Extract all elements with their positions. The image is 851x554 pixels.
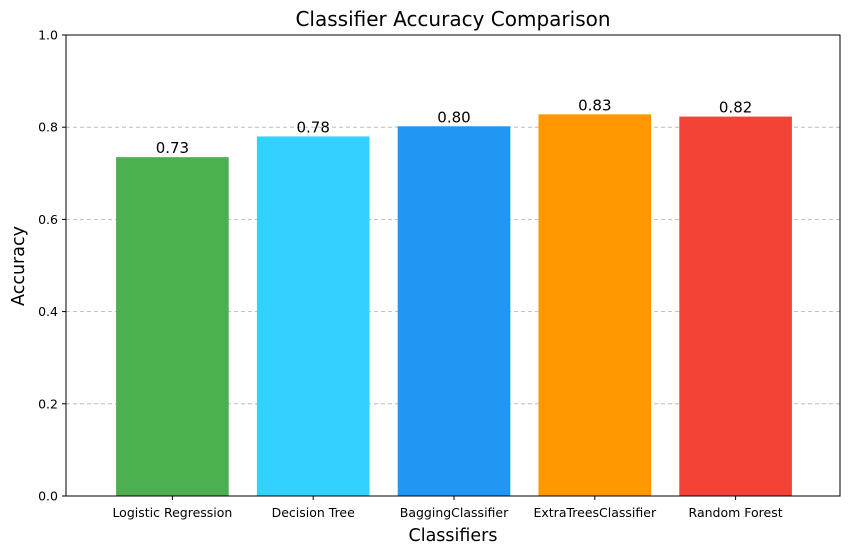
x-tick-label: Logistic Regression [112, 505, 232, 520]
bar-value-label: 0.82 [719, 99, 752, 117]
bar [256, 136, 370, 497]
plot-frame [65, 34, 841, 497]
axes: 0.0 0.2 0.4 0.6 0.8 1.0 Logistic Regression Dec… [38, 28, 841, 520]
bar-value-label: 0.73 [156, 139, 189, 157]
y-tick-label: 0.0 [38, 489, 58, 504]
bar-value-labels: 0.73 0.78 0.80 0.83 0.82 [156, 96, 753, 157]
x-tick-label: Random Forest [689, 505, 783, 520]
chart-title: Classifier Accuracy Comparison [295, 7, 610, 31]
x-tick-label: BaggingClassifier [400, 505, 509, 520]
y-axis-title: Accuracy [9, 226, 29, 306]
y-tick-label: 0.6 [38, 212, 58, 227]
bar [397, 126, 511, 496]
bars [116, 114, 792, 497]
bar [116, 157, 229, 497]
x-tick-label: Decision Tree [272, 505, 356, 520]
bar-value-label: 0.83 [578, 96, 611, 114]
x-tick-label: ExtraTreesClassifier [533, 505, 656, 520]
y-tick-label: 0.4 [38, 304, 58, 319]
bar [679, 116, 792, 497]
bar [538, 114, 652, 497]
y-tick-label: 0.2 [38, 396, 58, 411]
x-axis-title: Classifiers [408, 526, 497, 546]
y-tick-label: 1.0 [38, 28, 58, 43]
y-tick-label: 0.8 [38, 120, 58, 135]
bar-value-label: 0.78 [296, 118, 329, 136]
bar-value-label: 0.80 [437, 108, 470, 126]
